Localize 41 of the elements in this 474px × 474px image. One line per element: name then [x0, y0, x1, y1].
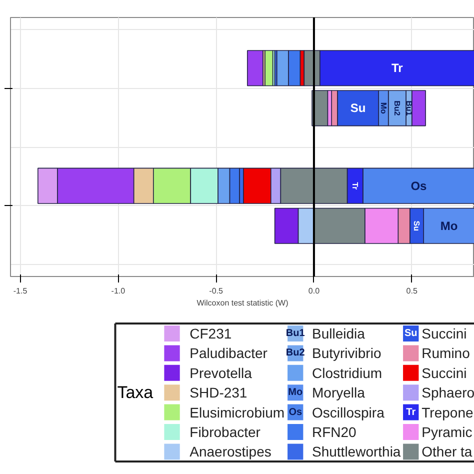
data-label: Os	[410, 178, 428, 193]
legend-label: Succini	[422, 326, 467, 342]
text: Tr	[406, 406, 416, 418]
legend-label: Other ta	[422, 444, 472, 460]
legend-label: SHD-231	[190, 384, 248, 401]
legend-label: Succini	[422, 364, 467, 381]
legend-label: Butyrivibrio	[312, 345, 382, 362]
legend-label: Sphaero	[422, 384, 474, 401]
text: Os	[288, 406, 302, 418]
legend-label: Anaerostipes	[190, 444, 272, 460]
x-tick-label: -1.0	[111, 286, 126, 296]
x-tick-label: 0.5	[406, 286, 418, 296]
legend-label: Paludibacter	[190, 345, 268, 362]
data-label: Tr	[350, 182, 360, 190]
data-label: Mo	[440, 218, 458, 233]
legend-label: Shuttleworthia	[312, 444, 401, 460]
legend-label: Pyramic	[422, 424, 472, 440]
legend-label: CF231	[190, 326, 232, 342]
legend-label: RFN20	[312, 424, 357, 440]
data-label: Mo	[378, 102, 388, 114]
data-label: Su	[350, 101, 366, 116]
data-label: Su	[412, 220, 422, 232]
x-tick-label: -0.5	[209, 286, 224, 296]
legend-label: Trepone	[422, 404, 474, 420]
text: Su	[404, 328, 418, 339]
x-tick-label: -1.5	[13, 286, 28, 296]
data-label: Tr	[392, 61, 404, 76]
legend-title: Taxa	[117, 383, 154, 402]
legend-label: Rumino	[422, 345, 470, 362]
legend-label: Oscillospira	[312, 404, 385, 420]
legend-label: Clostridium	[312, 364, 382, 381]
x-tick-label: 0.0	[308, 286, 320, 296]
data-label: Bu1	[404, 100, 414, 116]
legend-label: Elusimicrobium	[190, 404, 285, 420]
legend-label: Prevotella	[190, 364, 252, 381]
legend-label: Bulleidia	[312, 326, 366, 342]
x-axis-title: Wilcoxon test statistic (W)	[196, 298, 289, 308]
legend-label: Fibrobacter	[190, 424, 261, 440]
data-label: Bu2	[392, 100, 402, 116]
text: Mo	[288, 387, 303, 398]
legend-label: Moryella	[312, 384, 366, 401]
